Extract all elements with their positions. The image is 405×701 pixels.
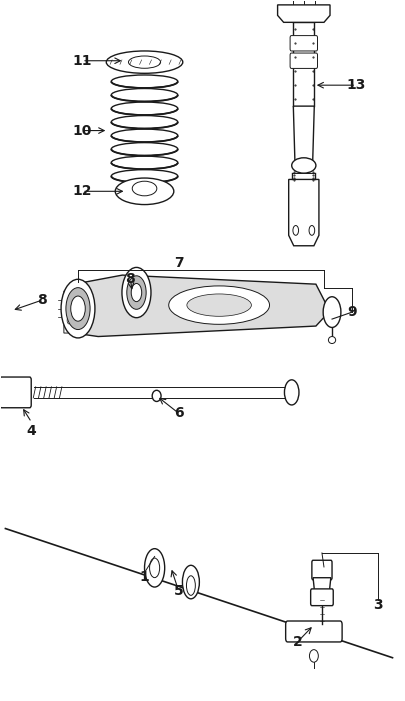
Ellipse shape: [149, 558, 159, 578]
FancyBboxPatch shape: [285, 621, 341, 642]
Text: 9: 9: [347, 305, 356, 319]
Ellipse shape: [111, 102, 177, 115]
Ellipse shape: [5, 382, 10, 403]
Ellipse shape: [291, 158, 315, 173]
Ellipse shape: [115, 178, 173, 205]
Text: 7: 7: [174, 257, 183, 270]
Text: 2: 2: [292, 634, 302, 648]
Polygon shape: [292, 106, 313, 162]
Ellipse shape: [132, 182, 156, 196]
Ellipse shape: [168, 286, 269, 325]
Ellipse shape: [182, 565, 199, 599]
Ellipse shape: [111, 116, 177, 128]
Text: 11: 11: [72, 54, 92, 68]
Ellipse shape: [144, 549, 164, 587]
Text: 10: 10: [72, 123, 92, 137]
Text: 8: 8: [125, 272, 135, 286]
Text: 12: 12: [72, 184, 92, 198]
Circle shape: [322, 297, 340, 327]
Circle shape: [284, 380, 298, 405]
Ellipse shape: [26, 382, 31, 403]
Polygon shape: [74, 275, 331, 336]
Ellipse shape: [10, 382, 15, 403]
Ellipse shape: [152, 390, 161, 402]
Text: 3: 3: [373, 599, 382, 613]
Circle shape: [131, 283, 141, 301]
Circle shape: [126, 275, 146, 309]
Text: 5: 5: [173, 585, 183, 599]
Ellipse shape: [111, 142, 177, 156]
Circle shape: [308, 226, 314, 236]
Circle shape: [67, 301, 71, 308]
Text: 13: 13: [346, 79, 365, 92]
Ellipse shape: [111, 88, 177, 102]
Polygon shape: [277, 5, 329, 22]
FancyBboxPatch shape: [0, 377, 31, 408]
FancyBboxPatch shape: [290, 53, 317, 69]
Circle shape: [66, 287, 90, 329]
Ellipse shape: [186, 294, 251, 316]
Ellipse shape: [111, 129, 177, 142]
FancyBboxPatch shape: [310, 589, 333, 606]
Text: 4: 4: [27, 424, 36, 438]
Ellipse shape: [186, 576, 195, 595]
Ellipse shape: [15, 382, 20, 403]
Circle shape: [67, 317, 71, 324]
Polygon shape: [288, 179, 318, 246]
Ellipse shape: [128, 56, 160, 68]
Circle shape: [122, 267, 151, 318]
Ellipse shape: [111, 75, 177, 88]
Ellipse shape: [21, 382, 26, 403]
Circle shape: [292, 226, 298, 236]
Text: 1: 1: [139, 571, 149, 585]
Circle shape: [70, 296, 85, 321]
Ellipse shape: [309, 650, 318, 662]
Text: 8: 8: [37, 293, 47, 307]
FancyBboxPatch shape: [311, 560, 331, 580]
Polygon shape: [312, 578, 330, 593]
Polygon shape: [64, 284, 74, 333]
Text: 6: 6: [174, 407, 183, 421]
FancyBboxPatch shape: [290, 36, 317, 51]
Ellipse shape: [106, 51, 182, 74]
Ellipse shape: [328, 336, 335, 343]
Circle shape: [61, 279, 95, 338]
Ellipse shape: [111, 156, 177, 169]
Ellipse shape: [111, 170, 177, 183]
